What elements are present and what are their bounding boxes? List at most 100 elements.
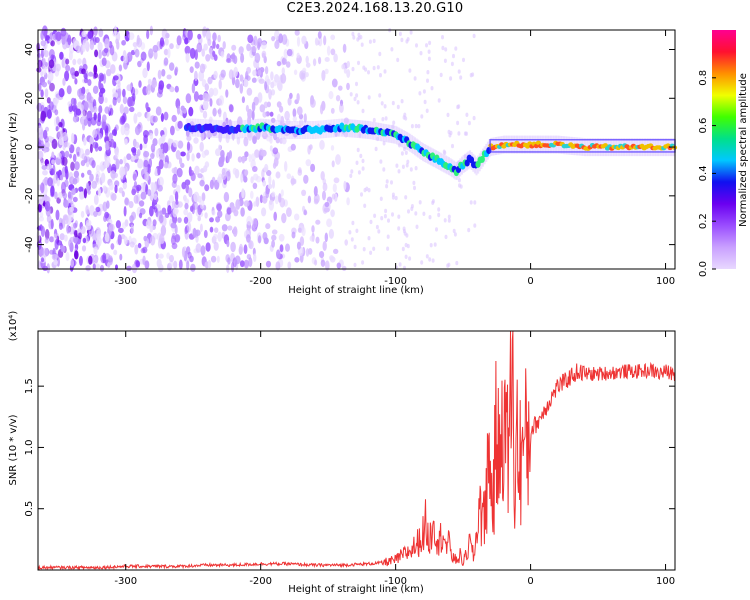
heatmap-noise-speck xyxy=(66,85,72,95)
heatmap-noise-speck xyxy=(231,206,237,213)
heatmap-noise-speck xyxy=(185,93,192,104)
heatmap-noise-speck xyxy=(241,156,245,164)
heatmap-noise-speck xyxy=(83,188,87,199)
heatmap-noise-speck xyxy=(86,110,93,122)
heatmap-noise-speck xyxy=(355,160,359,165)
heatmap-noise-speck xyxy=(174,66,179,74)
heatmap-noise-speck xyxy=(469,200,473,205)
heatmap-noise-speck xyxy=(147,78,152,86)
heatmap-noise-speck xyxy=(73,98,77,107)
heatmap-noise-speck xyxy=(111,193,117,201)
heatmap-noise-speck xyxy=(81,245,87,252)
heatmap-noise-speck xyxy=(319,104,324,115)
heatmap-noise-speck xyxy=(397,143,401,148)
heatmap-noise-speck xyxy=(110,138,115,148)
heatmap-noise-speck xyxy=(134,244,139,255)
heatmap-noise-speck xyxy=(131,155,137,161)
heatmap-noise-speck xyxy=(443,58,447,63)
heatmap-noise-speck xyxy=(40,226,46,237)
heatmap-noise-speck xyxy=(70,67,76,76)
heatmap-noise-speck xyxy=(441,45,445,51)
heatmap-noise-speck xyxy=(217,231,222,242)
heatmap-noise-speck xyxy=(161,28,168,40)
heatmap-noise-speck xyxy=(431,258,435,263)
heatmap-noise-speck xyxy=(269,111,274,117)
heatmap-noise-speck xyxy=(49,236,55,243)
heatmap-noise-speck xyxy=(59,51,64,60)
heatmap-noise-speck xyxy=(349,173,353,178)
heatmap-noise-speck xyxy=(169,260,174,268)
heatmap-noise-speck xyxy=(54,191,58,200)
heatmap-noise-speck xyxy=(98,79,102,90)
heatmap-noise-speck xyxy=(251,45,257,53)
heatmap-noise-speck xyxy=(121,222,127,230)
heatmap-noise-speck xyxy=(382,167,386,172)
heatmap-noise-speck xyxy=(209,226,214,233)
heatmap-noise-speck xyxy=(139,182,146,194)
colorbar-tick-label: 0.2 xyxy=(698,213,709,229)
heatmap-noise-speck xyxy=(456,120,460,126)
heatmap-noise-speck xyxy=(330,145,335,151)
heatmap-noise-speck xyxy=(463,154,467,159)
heatmap-noise-speck xyxy=(449,76,453,81)
heatmap-noise-speck xyxy=(414,123,418,129)
heatmap-noise-speck xyxy=(41,81,48,88)
heatmap-noise-speck xyxy=(383,214,387,219)
heatmap-noise-speck xyxy=(109,182,114,191)
heatmap-noise-speck xyxy=(85,205,89,215)
heatmap-y-ticks: -40 -20 0 20 40 xyxy=(24,43,675,253)
heatmap-noise-speck xyxy=(98,94,104,105)
heatmap-noise-speck xyxy=(305,55,309,64)
heatmap-noise-speck xyxy=(73,222,78,229)
heatmap-noise-speck xyxy=(457,69,461,74)
heatmap-noise-speck xyxy=(187,221,192,233)
heatmap-noise-speck xyxy=(281,34,288,45)
heatmap-noise-speck xyxy=(137,60,142,68)
heatmap-noise-speck xyxy=(98,105,103,114)
heatmap-noise-speck xyxy=(189,66,194,73)
heatmap-noise-speck xyxy=(320,171,325,181)
heatmap-noise-speck xyxy=(330,107,335,114)
heatmap-noise-speck xyxy=(348,230,352,235)
heatmap-noise-speck xyxy=(303,113,307,123)
heatmap-noise-speck xyxy=(220,51,225,58)
heatmap-noise-speck xyxy=(169,195,174,204)
heatmap-noise-speck xyxy=(359,153,363,159)
heatmap-noise-speck xyxy=(239,74,244,82)
heatmap-noise-speck xyxy=(90,116,97,126)
heatmap-noise-speck xyxy=(87,169,92,176)
heatmap-noise-speck xyxy=(422,211,426,216)
heatmap-noise-speck xyxy=(250,190,254,199)
heatmap-noise-speck xyxy=(46,97,51,104)
heatmap-noise-speck xyxy=(217,210,223,218)
heatmap-noise-speck xyxy=(101,172,106,183)
heatmap-noise-speck xyxy=(200,245,206,256)
heatmap-noise-speck xyxy=(61,181,66,193)
heatmap-noise-speck xyxy=(465,112,469,118)
heatmap-noise-speck xyxy=(266,136,272,142)
colorbar-gradient-bar xyxy=(712,30,736,269)
heatmap-noise-speck xyxy=(157,184,163,192)
heatmap-noise-speck xyxy=(397,169,401,174)
heatmap-noise-speck xyxy=(144,171,150,182)
heatmap-noise-speck xyxy=(290,178,297,185)
heatmap-noise-speck xyxy=(169,43,174,50)
heatmap-noise-speck xyxy=(80,117,85,126)
heatmap-noise-speck xyxy=(40,159,45,166)
heatmap-noise-speck xyxy=(428,215,432,220)
heatmap-noise-speck xyxy=(212,50,216,58)
heatmap-noise-speck xyxy=(161,207,167,215)
heatmap-noise-speck xyxy=(104,38,110,49)
heatmap-noise-speck xyxy=(186,135,192,142)
x-tick-label: 100 xyxy=(656,276,675,287)
heatmap-noise-speck xyxy=(232,167,238,175)
heatmap-noise-speck xyxy=(81,172,85,178)
heatmap-noise-speck xyxy=(117,88,122,98)
heatmap-noise-speck xyxy=(42,25,48,37)
heatmap-noise-speck xyxy=(157,165,161,176)
heatmap-noise-speck xyxy=(218,107,222,118)
heatmap-noise-speck xyxy=(186,212,193,223)
heatmap-noise-speck xyxy=(42,170,48,176)
heatmap-noise-speck xyxy=(50,218,54,230)
